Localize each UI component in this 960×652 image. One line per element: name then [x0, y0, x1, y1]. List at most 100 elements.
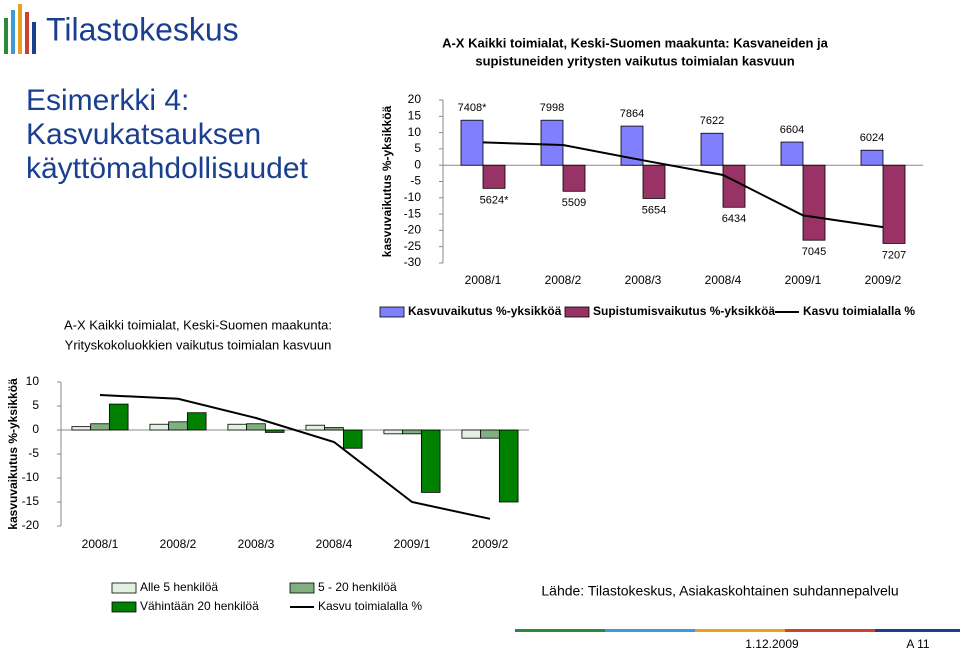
bar: [480, 429, 500, 439]
bar-annotation: 7408*: [458, 102, 487, 114]
legend-swatch: [379, 306, 405, 318]
y-tick-label: 10: [408, 125, 422, 139]
title-line: Esimerkki 4:: [26, 84, 189, 117]
source: Lähde: Tilastokeskus, Asiakaskohtainen s…: [541, 583, 898, 599]
x-tick-label: 2009/2: [472, 537, 509, 551]
y-tick-label: 10: [26, 374, 40, 388]
bar: [90, 423, 110, 431]
bar-annotation: 7622: [700, 115, 724, 127]
slide-title: Esimerkki 4: Kasvukatsauksen käyttömahdo…: [26, 84, 309, 185]
bar: [700, 132, 724, 166]
y-tick-label: 0: [32, 422, 39, 436]
bar-annotation: 6604: [780, 124, 804, 136]
bar: [305, 424, 326, 431]
x-tick-label: 2008/4: [316, 537, 353, 551]
bar: [149, 423, 170, 431]
bar: [562, 164, 586, 192]
y-axis-label: kasvuvaikutus %-yksikköä: [380, 105, 394, 257]
bar: [246, 423, 266, 431]
y-tick-label: 0: [414, 157, 421, 171]
chart-title: A-X Kaikki toimialat, Keski-Suomen maaku…: [442, 35, 829, 50]
bar-annotation: 7045: [802, 246, 826, 258]
y-tick-label: -15: [22, 494, 40, 508]
y-tick-label: -10: [22, 470, 40, 484]
chart-title: supistuneiden yritysten vaikutus toimial…: [475, 53, 794, 68]
legend-label: Vähintään 20 henkilöä: [140, 599, 259, 613]
bar: [780, 141, 804, 166]
x-tick-label: 2009/1: [394, 537, 431, 551]
y-tick-label: -20: [404, 223, 422, 237]
x-tick-label: 2008/2: [160, 537, 197, 551]
y-tick-label: -5: [28, 446, 39, 460]
y-tick-label: -15: [404, 206, 422, 220]
bar: [482, 164, 506, 189]
footer-date: 1.12.2009: [745, 637, 799, 651]
bar: [882, 164, 906, 244]
line-series: [482, 141, 884, 229]
chart-title: A-X Kaikki toimialat, Keski-Suomen maaku…: [64, 317, 332, 332]
x-tick-label: 2008/3: [238, 537, 275, 551]
y-tick-label: 5: [414, 141, 421, 155]
legend-swatch: [289, 582, 315, 594]
bar-annotation: 6024: [860, 132, 884, 144]
x-tick-label: 2008/2: [545, 273, 582, 287]
bar-annotation: 7864: [620, 108, 644, 120]
bar-annotation: 6434: [722, 213, 746, 225]
y-tick-label: 5: [32, 398, 39, 412]
y-tick-label: -20: [22, 518, 40, 532]
y-axis-label: kasvuvaikutus %-yksikköä: [6, 378, 20, 530]
title-line: käyttömahdollisuudet: [26, 152, 309, 185]
bar: [383, 429, 404, 435]
legend-label: Kasvu toimialalla %: [803, 304, 915, 318]
legend-label: Alle 5 henkilöä: [140, 580, 218, 594]
legend-swatch: [111, 601, 137, 613]
bar: [168, 421, 188, 431]
y-tick-label: -30: [404, 255, 422, 269]
bar-annotation: 7998: [540, 102, 564, 114]
bar: [324, 427, 344, 431]
x-tick-label: 2008/3: [625, 273, 662, 287]
y-tick-label: -5: [410, 174, 421, 188]
logo-icon: [4, 4, 36, 54]
legend-label: Kasvu toimialalla %: [318, 599, 422, 613]
legend-label: Kasvuvaikutus %-yksikköä: [408, 304, 562, 318]
title-line: Kasvukatsauksen: [26, 118, 261, 151]
bar: [642, 164, 666, 199]
legend-swatch: [111, 582, 137, 594]
bar: [498, 429, 519, 503]
legend-label: Supistumisvaikutus %-yksikköä: [593, 304, 775, 318]
bar-annotation: 5509: [562, 197, 586, 209]
bar: [461, 429, 482, 439]
bar: [264, 429, 285, 433]
footer-stripe: [515, 629, 960, 632]
x-tick-label: 2009/1: [785, 273, 822, 287]
x-tick-label: 2008/4: [705, 273, 742, 287]
bar: [71, 426, 92, 431]
legend-label: 5 - 20 henkilöä: [318, 580, 397, 594]
x-tick-label: 2008/1: [465, 273, 502, 287]
line-series: [99, 393, 491, 520]
footer-page: A 11: [906, 637, 929, 651]
y-tick-label: 15: [408, 108, 422, 122]
x-tick-label: 2008/1: [82, 537, 119, 551]
y-tick-label: -10: [404, 190, 422, 204]
bar: [620, 125, 644, 166]
bar: [227, 423, 248, 431]
bar: [402, 429, 422, 435]
bar: [722, 164, 746, 208]
bar: [108, 403, 129, 431]
bar-annotation: 7207: [882, 249, 906, 261]
bar: [860, 149, 884, 166]
bar: [420, 429, 441, 493]
bar: [460, 119, 484, 166]
x-tick-label: 2009/2: [865, 273, 902, 287]
logo-text: Tilastokeskus: [46, 11, 239, 47]
bar-annotation: 5624*: [480, 194, 509, 206]
bar: [540, 119, 564, 166]
bar: [186, 412, 207, 431]
y-tick-label: 20: [408, 92, 422, 106]
legend-swatch: [564, 306, 590, 318]
bar: [342, 429, 363, 449]
bar: [802, 164, 826, 241]
